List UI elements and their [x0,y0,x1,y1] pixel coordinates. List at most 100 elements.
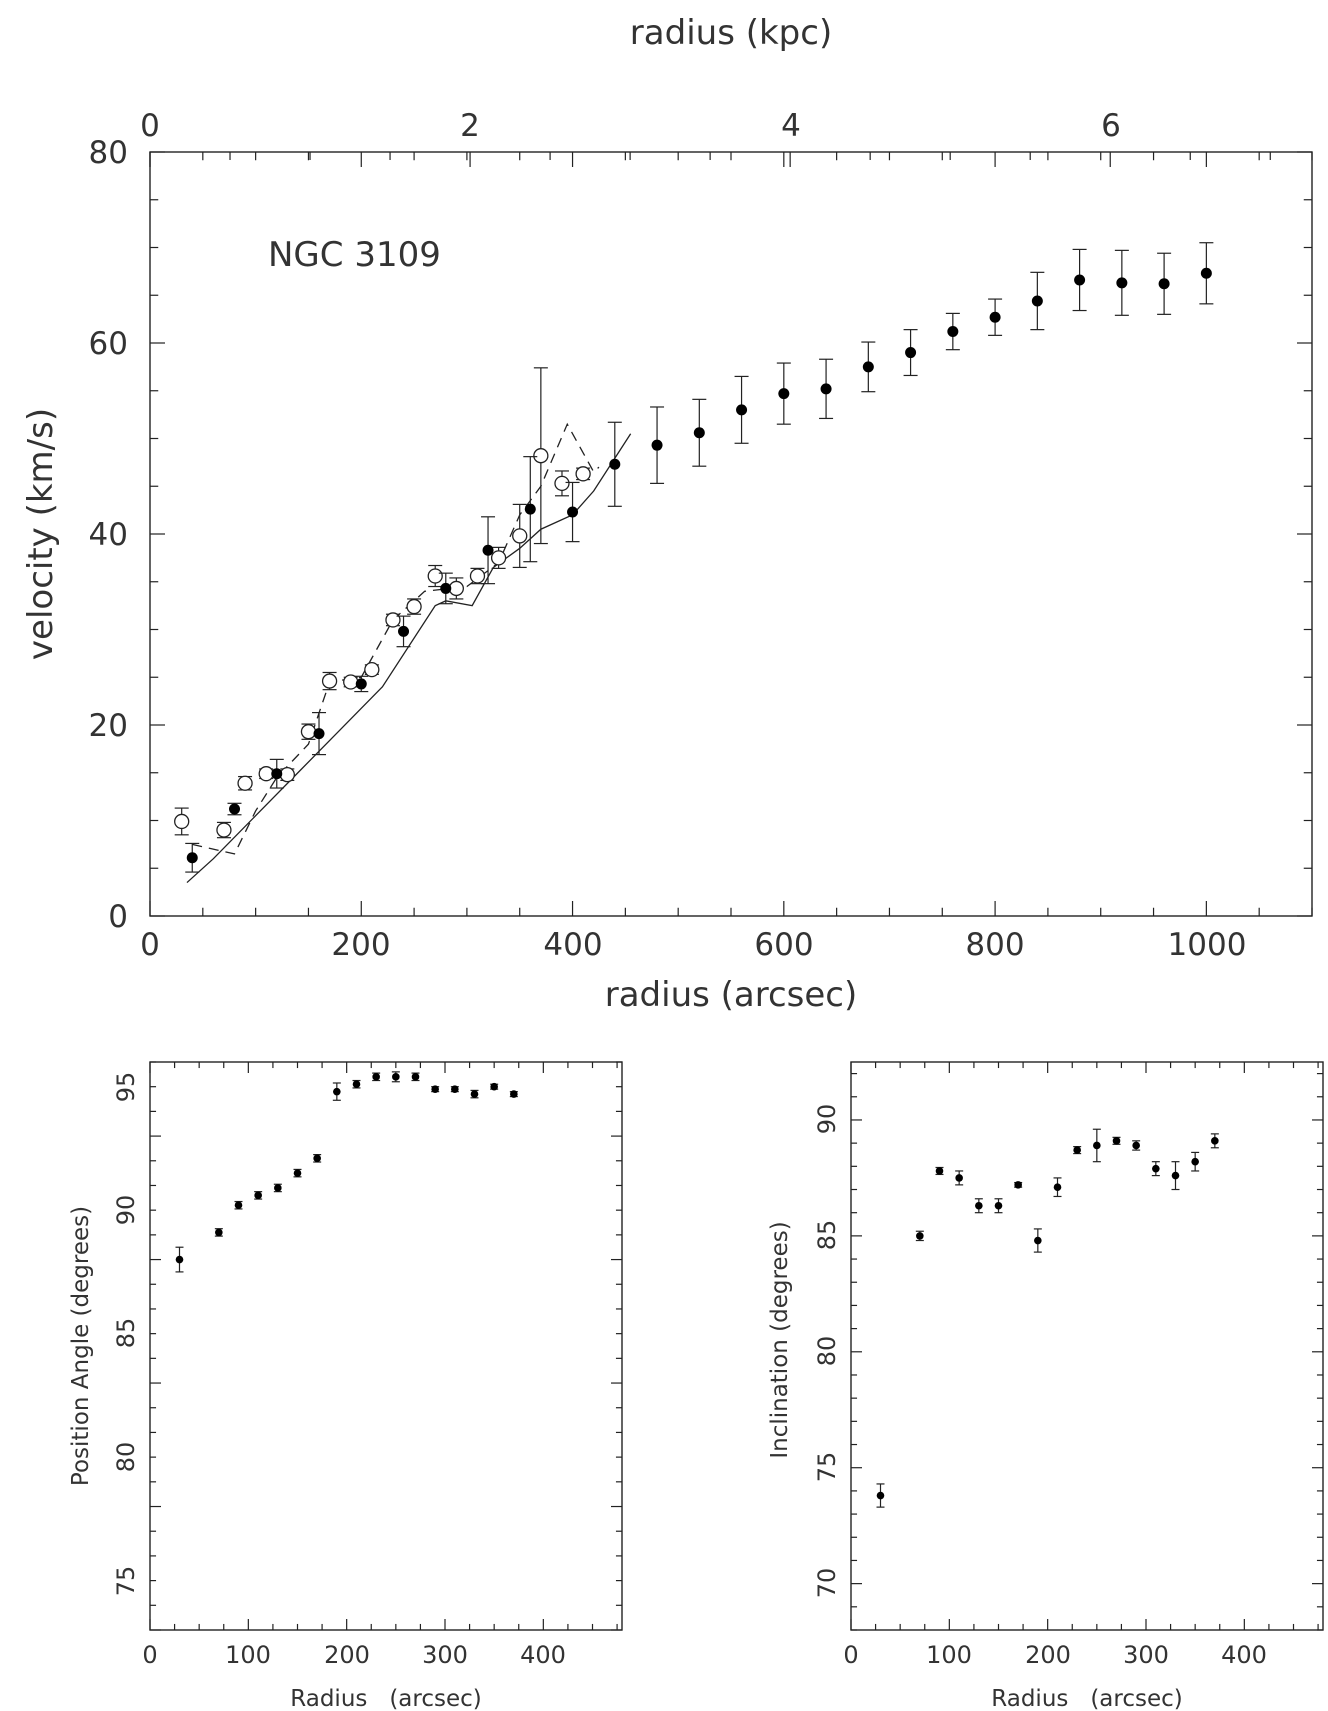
filled-circle-point [820,383,832,395]
pa-data-point [510,1090,518,1098]
inc-data-point [876,1491,885,1500]
inc-y-tick-label: 70 [813,1568,841,1599]
filled-circle-point [271,768,283,780]
inc-data-point [1014,1181,1022,1189]
open-circle-point [575,466,591,482]
open-circle-point [512,528,528,544]
main-y-tick-label: 0 [108,899,128,935]
inc-plot-marks [850,1062,1323,1631]
inc-data-point [1171,1171,1180,1180]
main-x-tick-label: 1000 [1168,927,1247,963]
inc-data-point [1191,1157,1199,1166]
pa-data-point [352,1080,361,1089]
inc-x-tick-label: 300 [1123,1641,1169,1669]
inc-x-axis-ticks: 0 100 200 300 400 [843,1641,1267,1669]
filled-circle-point [693,427,705,439]
inc-data-point [1093,1141,1101,1150]
pa-data-point [293,1169,302,1177]
pa-data-point [392,1073,400,1081]
main-x-axis-ticks: 0 200 400 600 800 1000 [140,927,1246,963]
filled-circle-point [862,361,874,373]
inc-y-axis-title: Inclination (degrees) [767,1221,793,1458]
pa-data-point [333,1087,341,1096]
open-circle-point [300,724,317,740]
filled-circle-point [229,803,241,815]
pa-y-tick-label: 75 [112,1566,140,1597]
inc-data-point [1073,1146,1081,1154]
inc-plot-frame [850,1061,1324,1631]
pa-x-tick-label: 400 [520,1641,566,1669]
pa-x-tick-label: 200 [324,1641,370,1669]
main-x-tick-label: 800 [965,927,1024,963]
pa-y-tick-label: 80 [112,1442,140,1473]
filled-circle-point [1158,278,1170,290]
open-circle-point [216,822,232,838]
open-circle-point [448,580,464,597]
filled-circle-point [989,311,1001,323]
pa-data-point [215,1228,223,1237]
inc-x-tick-label: 100 [926,1641,972,1669]
main-x-tick-label: 200 [331,927,390,963]
inc-data-point [1132,1141,1140,1150]
position-angle-chart: 0 100 200 300 400 75 80 85 90 95 Radius … [68,1061,623,1711]
open-circle-point [343,674,359,690]
pa-plot-frame [149,1061,623,1631]
open-circle-point [258,766,274,782]
open-circle-point [364,661,380,678]
main-x-tick-label: 600 [754,927,813,963]
open-circle-point [469,568,486,584]
inclination-chart: 0 100 200 300 400 70 75 80 85 90 Radius … [767,1061,1324,1711]
main-plot-marks [149,151,1313,917]
inc-x-axis-title: Radius (arcsec) [991,1686,1182,1711]
pa-y-axis-title: Position Angle (degrees) [68,1206,94,1486]
open-circle-point [321,673,338,689]
inc-data-point [955,1174,963,1182]
inc-x-tick-label: 400 [1221,1641,1267,1669]
filled-circle-point [609,458,621,470]
pa-y-tick-label: 90 [112,1195,140,1226]
pa-x-axis-ticks: 0 100 200 300 400 [142,1641,566,1669]
inc-y-axis-ticks: 70 75 80 85 90 [813,1104,841,1599]
main-y-axis-ticks: 0 20 40 60 80 [89,135,128,935]
filled-circle-point [482,544,494,556]
pa-data-point [490,1082,498,1091]
pa-plot-marks [149,1061,622,1631]
inc-data-point [916,1232,924,1240]
pa-x-tick-label: 300 [422,1641,468,1669]
filled-circle-point [778,388,790,400]
open-circle-point [533,448,549,464]
filled-circle-point [313,728,325,740]
main-top-tick-label: 6 [1101,108,1121,144]
inc-data-point [1152,1164,1160,1173]
main-top-tick-label: 0 [140,108,160,144]
pa-data-point [175,1255,184,1264]
filled-circle-point [1116,277,1128,289]
filled-circle-point [440,582,452,594]
inc-y-tick-label: 85 [813,1220,841,1251]
main-y-tick-label: 20 [89,708,128,744]
open-circle-point [554,475,570,492]
pa-data-point [254,1191,262,1200]
main-y-tick-label: 40 [89,517,128,553]
filled-circle-point [947,326,959,338]
inc-y-tick-label: 90 [813,1104,841,1135]
main-y-tick-label: 60 [89,326,128,362]
main-top-axis-ticks: 0 2 4 6 [140,108,1121,144]
inc-data-point [994,1201,1003,1210]
open-circle-point [174,813,190,830]
inc-data-point [1211,1137,1219,1145]
main-top-tick-label: 2 [460,108,480,144]
pa-y-tick-label: 95 [112,1072,140,1103]
open-circle-point [237,775,253,791]
filled-circle-point [524,503,536,515]
main-x-tick-label: 400 [543,927,602,963]
pa-x-axis-title: Radius (arcsec) [290,1686,481,1711]
filled-circle-point [1074,274,1086,286]
inc-y-tick-label: 75 [813,1452,841,1483]
inc-data-point [935,1167,944,1175]
filled-circle-point [398,625,410,637]
inc-data-point [1053,1183,1062,1191]
pa-y-axis-ticks: 75 80 85 90 95 [112,1072,140,1597]
main-chart: 0 200 400 600 800 1000 0 2 4 6 0 20 40 6… [21,13,1313,1015]
